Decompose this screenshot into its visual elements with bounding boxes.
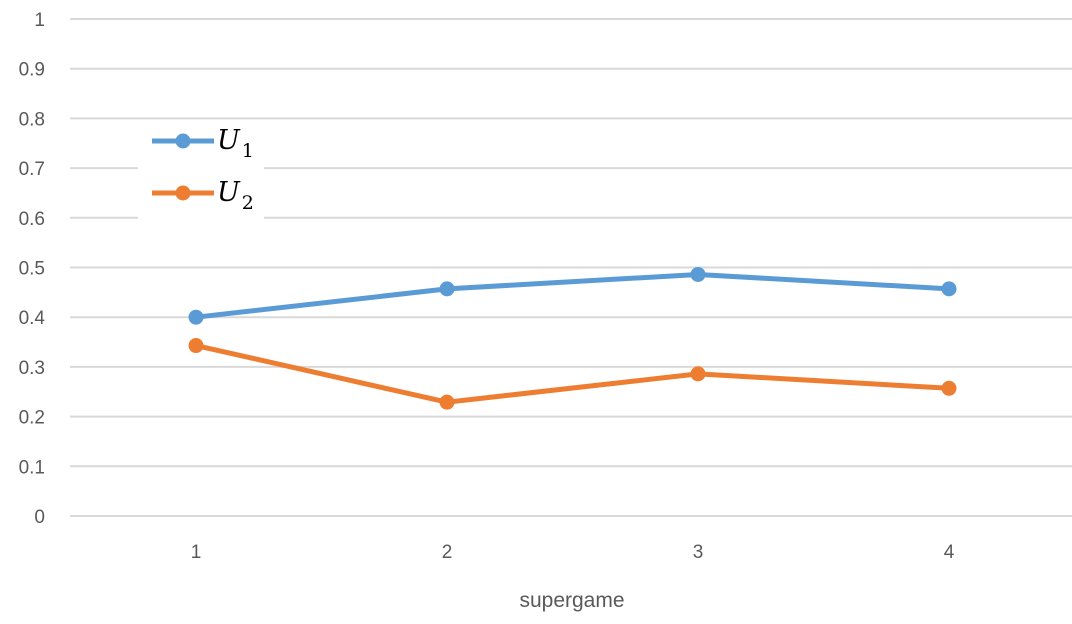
legend-swatch-marker: [175, 185, 191, 201]
x-tick-label: 2: [442, 542, 453, 563]
legend-label-main: U: [217, 125, 241, 156]
y-tick-label: 0.8: [19, 109, 45, 130]
legend-label-subscript: 1: [242, 140, 254, 162]
series-line: [193, 271, 952, 320]
y-tick-label: 0.1: [19, 457, 45, 478]
legend-background: [138, 122, 264, 220]
legend-label-main: U: [217, 177, 241, 208]
y-tick-label: 0.2: [19, 408, 45, 429]
data-point: [690, 266, 706, 282]
legend-label-subscript: 2: [242, 192, 254, 214]
data-point: [188, 338, 204, 354]
gridlines: [70, 18, 1072, 517]
x-axis-title: supergame: [519, 589, 624, 612]
data-point: [690, 366, 706, 382]
y-tick-label: 0.7: [19, 159, 45, 180]
y-axis-ticks: 0 0.1 0.2 0.3 0.4 0.5 0.6 0.7 0.8 0.9 1: [19, 10, 46, 528]
series-1: [188, 266, 957, 325]
x-tick-label: 4: [944, 542, 955, 563]
y-tick-label: 0.6: [19, 209, 45, 230]
data-point: [941, 281, 957, 297]
y-tick-label: 0.3: [19, 358, 45, 379]
data-point: [941, 380, 957, 396]
y-tick-label: 0.9: [19, 60, 45, 81]
x-tick-label: 1: [191, 542, 202, 563]
x-tick-label: 3: [693, 542, 704, 563]
series-2: [188, 338, 957, 410]
y-tick-label: 0.5: [19, 259, 45, 280]
data-point: [439, 394, 455, 410]
y-tick-label: 0: [34, 507, 45, 528]
y-tick-label: 0.4: [19, 308, 46, 329]
series-line: [193, 343, 952, 405]
data-point: [188, 309, 204, 325]
legend-swatch-marker: [175, 133, 191, 149]
y-tick-label: 1: [34, 10, 45, 31]
data-point: [439, 281, 455, 297]
series-lines: [188, 266, 957, 410]
x-axis-ticks: 1 2 3 4: [191, 542, 955, 563]
legend: U 1U 2: [138, 122, 264, 220]
